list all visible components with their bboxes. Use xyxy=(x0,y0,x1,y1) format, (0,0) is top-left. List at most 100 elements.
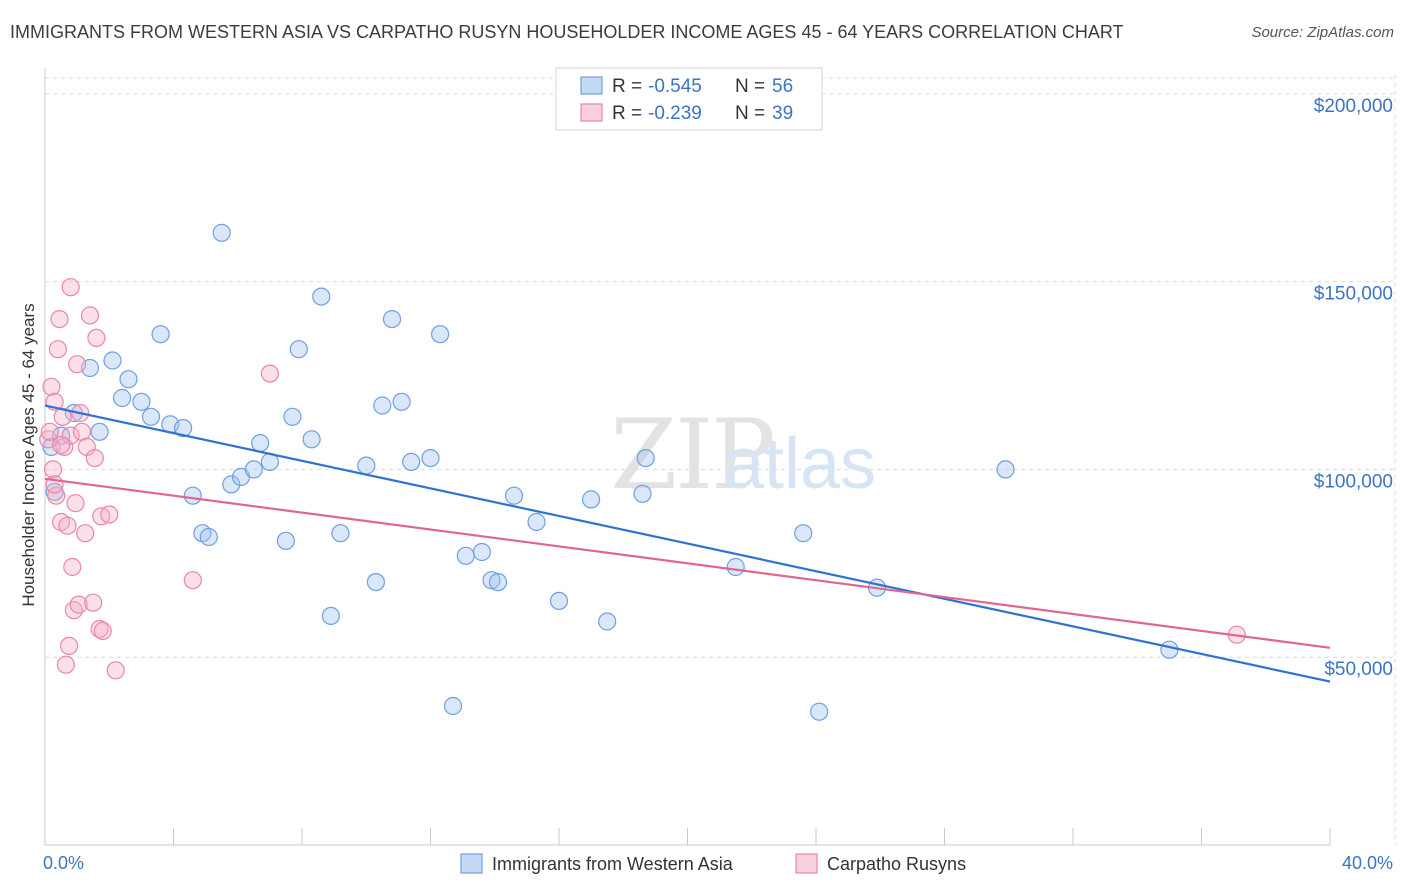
point-carpatho-rusyn xyxy=(59,636,79,656)
point-western-asia xyxy=(1160,640,1179,659)
point-western-asia xyxy=(726,557,745,577)
point-western-asia xyxy=(373,396,392,415)
point-western-asia xyxy=(366,572,385,592)
point-western-asia xyxy=(488,572,508,592)
point-carpatho-rusyn xyxy=(40,422,59,441)
y-axis-label: Householder Income Ages 45 - 64 years xyxy=(19,303,38,606)
point-western-asia xyxy=(527,512,546,532)
point-western-asia xyxy=(996,460,1015,479)
x-tick-label-max: 40.0% xyxy=(1342,853,1393,873)
correlation-legend: R = -0.545 N = 56 R = -0.239 N = 39 xyxy=(555,67,823,131)
point-western-asia xyxy=(482,571,501,590)
watermark-atlas: atlas xyxy=(724,424,876,504)
point-carpatho-rusyn xyxy=(93,621,112,641)
bottom-legend-label-2: Carpatho Rusyns xyxy=(827,854,966,874)
legend-n-value-1: 56 xyxy=(772,76,793,97)
series-legend: Immigrants from Western Asia Carpatho Ru… xyxy=(460,853,966,874)
x-tick-label-min: 0.0% xyxy=(43,853,84,873)
point-western-asia xyxy=(312,287,331,306)
source-credit: Source: ZipAtlas.com xyxy=(1251,24,1394,41)
point-carpatho-rusyn xyxy=(61,426,80,445)
point-carpatho-rusyn xyxy=(66,494,85,513)
bottom-legend-swatch-blue xyxy=(460,853,483,874)
point-western-asia xyxy=(443,696,463,716)
point-western-asia xyxy=(90,422,109,441)
legend-swatch-pink xyxy=(580,103,603,122)
bottom-legend-swatch-pink xyxy=(795,853,818,874)
trend-line-carpatho-rusyn xyxy=(44,477,1331,649)
bottom-legend-label-1: Immigrants from Western Asia xyxy=(492,854,734,874)
point-western-asia xyxy=(132,392,151,411)
point-carpatho-rusyn xyxy=(63,557,82,577)
point-carpatho-rusyn xyxy=(67,355,87,374)
point-western-asia xyxy=(244,460,263,479)
point-western-asia xyxy=(636,449,655,468)
point-western-asia xyxy=(382,310,402,329)
point-western-asia xyxy=(402,452,421,471)
tick-labels: $50,000 $100,000 $150,000 $200,000 0.0% 40.0% xyxy=(43,96,1393,873)
point-western-asia xyxy=(794,524,813,543)
legend-r-value-1: -0.545 xyxy=(648,76,702,97)
legend-swatch-blue xyxy=(580,76,603,95)
point-western-asia xyxy=(151,325,170,344)
trend-lines xyxy=(44,404,1331,683)
point-western-asia xyxy=(119,370,138,389)
point-western-asia xyxy=(251,434,270,453)
point-western-asia xyxy=(504,486,524,505)
y-tick-label: $50,000 xyxy=(1324,659,1393,680)
point-western-asia xyxy=(331,524,350,543)
point-carpatho-rusyn xyxy=(64,601,84,620)
point-western-asia xyxy=(141,407,161,426)
point-western-asia xyxy=(302,430,321,449)
point-carpatho-rusyn xyxy=(56,655,76,674)
point-carpatho-rusyn xyxy=(43,460,63,479)
point-carpatho-rusyn xyxy=(50,310,69,329)
point-western-asia xyxy=(810,702,829,721)
point-western-asia xyxy=(633,484,652,503)
point-carpatho-rusyn xyxy=(58,516,77,535)
point-western-asia xyxy=(222,475,241,494)
data-points xyxy=(39,223,1246,721)
point-western-asia xyxy=(456,546,475,565)
point-carpatho-rusyn xyxy=(47,486,66,505)
point-carpatho-rusyn xyxy=(69,595,88,614)
point-western-asia xyxy=(212,223,231,242)
legend-r-label-2: R = xyxy=(612,103,642,124)
point-western-asia xyxy=(321,606,340,626)
point-western-asia xyxy=(112,388,132,408)
point-western-asia xyxy=(183,486,202,505)
chart-title: IMMIGRANTS FROM WESTERN ASIA VS CARPATHO… xyxy=(10,22,1124,42)
point-western-asia xyxy=(421,449,440,468)
point-western-asia xyxy=(472,542,491,562)
point-western-asia xyxy=(174,419,193,438)
legend-r-label-1: R = xyxy=(612,76,642,97)
point-carpatho-rusyn xyxy=(87,328,106,347)
axes xyxy=(44,68,1331,846)
point-carpatho-rusyn xyxy=(61,278,80,297)
point-western-asia xyxy=(289,340,308,359)
point-carpatho-rusyn xyxy=(51,435,71,455)
y-tick-label: $100,000 xyxy=(1314,471,1393,492)
point-western-asia xyxy=(103,351,122,370)
point-carpatho-rusyn xyxy=(76,524,95,543)
point-western-asia xyxy=(283,407,302,426)
point-carpatho-rusyn xyxy=(183,571,202,590)
point-western-asia xyxy=(431,325,450,344)
point-carpatho-rusyn xyxy=(72,422,92,441)
point-carpatho-rusyn xyxy=(55,437,74,456)
point-carpatho-rusyn xyxy=(48,340,68,359)
point-carpatho-rusyn xyxy=(84,593,103,612)
point-western-asia xyxy=(357,456,376,475)
point-western-asia xyxy=(581,490,601,509)
y-tick-label: $200,000 xyxy=(1314,96,1393,117)
point-western-asia xyxy=(199,527,218,547)
legend-r-value-2: -0.239 xyxy=(648,103,702,124)
legend-n-value-2: 39 xyxy=(772,103,793,124)
point-carpatho-rusyn xyxy=(106,661,125,680)
y-tick-label: $150,000 xyxy=(1314,284,1393,305)
point-western-asia xyxy=(549,591,569,611)
point-carpatho-rusyn xyxy=(90,619,109,639)
point-carpatho-rusyn xyxy=(80,306,100,325)
legend-n-label-2: N = xyxy=(735,103,765,124)
